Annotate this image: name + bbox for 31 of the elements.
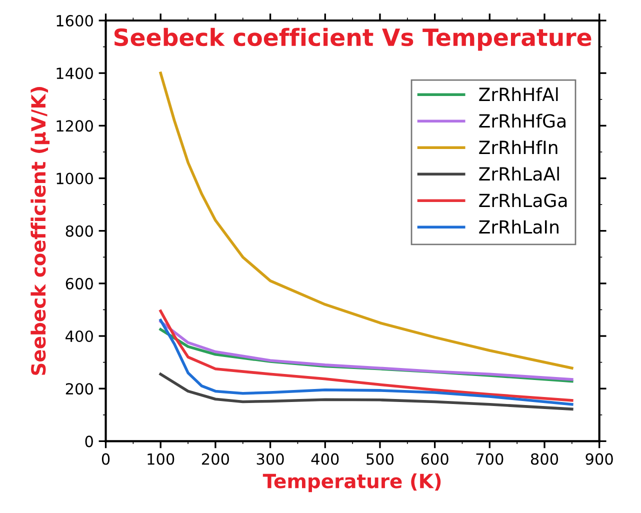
line-series — [159, 72, 574, 370]
legend-label: ZrRhLaGa — [479, 193, 567, 208]
line-series — [159, 320, 574, 381]
y-tick-label: 600 — [66, 278, 93, 290]
x-tick-label: 900 — [586, 453, 613, 465]
line-series — [159, 372, 574, 410]
chart-title: Seebeck coefficient Vs Temperature — [114, 28, 592, 51]
y-tick-label: 1000 — [56, 172, 93, 184]
y-tick-label: 800 — [66, 225, 93, 237]
legend-label: ZrRhHfGa — [479, 114, 566, 128]
x-tick-label: 800 — [530, 453, 558, 465]
y-tick-label: 1600 — [56, 14, 93, 27]
x-tick-label: 200 — [202, 453, 230, 465]
legend-label: ZrRhLaAl — [479, 166, 559, 181]
legend-label: ZrRhLaIn — [479, 220, 558, 234]
legend-label: ZrRhHfIn — [479, 140, 558, 154]
y-tick-label: 400 — [66, 330, 93, 342]
x-tick-label: 100 — [148, 453, 174, 465]
y-tick-label: 1200 — [56, 120, 93, 132]
y-tick-label: 0 — [85, 436, 93, 448]
x-tick-label: 700 — [476, 453, 504, 465]
x-tick-label: 400 — [311, 453, 339, 465]
y-tick-label: 1400 — [56, 68, 93, 80]
x-tick-label: 500 — [366, 453, 394, 465]
x-tick-label: 600 — [421, 453, 448, 465]
y-axis-title: Seebeck coefficient (μV/K) — [30, 87, 50, 375]
y-tick-label: 200 — [66, 383, 93, 395]
x-tick-label: 300 — [256, 453, 284, 465]
x-axis-title: Temperature (K) — [262, 473, 441, 492]
legend-label: ZrRhHfAl — [479, 87, 558, 101]
x-tick-label: 0 — [102, 453, 110, 465]
